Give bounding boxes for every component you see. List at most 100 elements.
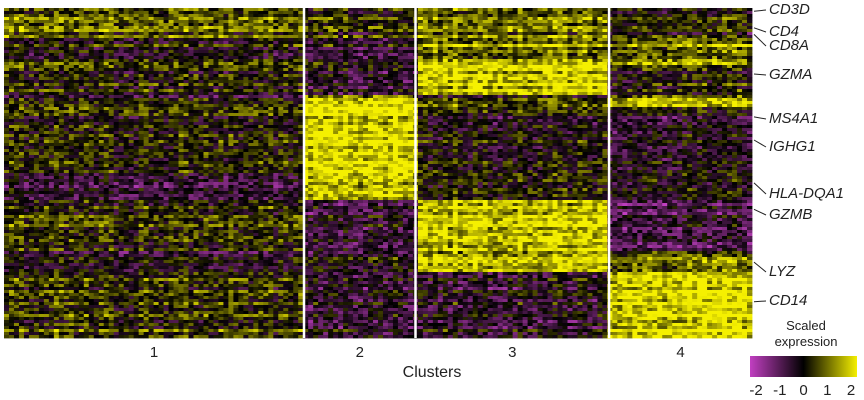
heatmap-cell [562,95,568,99]
heatmap-cell [447,41,454,45]
heatmap-cell [722,47,728,51]
heatmap-cell [687,23,693,27]
heatmap-cell [153,17,159,21]
heatmap-cell [328,68,334,72]
heatmap-cell [378,44,384,48]
heatmap-cell [697,65,703,69]
heatmap-cell [387,23,394,27]
heatmap-cell [657,38,663,42]
heatmap-cell [747,89,753,93]
heatmap-cell [712,8,718,12]
heatmap-cell [283,20,289,24]
heatmap-cell [432,104,439,108]
heatmap-cell [178,56,184,60]
heatmap-cell [642,29,648,33]
heatmap-cell [338,56,344,60]
heatmap-cell [273,59,279,63]
heatmap-cell [632,68,638,72]
heatmap-cell [73,29,80,33]
heatmap-cell [248,41,254,45]
heatmap-cell [657,47,663,51]
heatmap-cell [138,65,145,69]
heatmap-cell [612,80,618,84]
heatmap-cell [18,20,25,24]
heatmap-cell [13,62,20,66]
heatmap-cell [687,68,693,72]
heatmap-cell [198,41,204,45]
heatmap-cell [392,8,399,12]
heatmap-cell [612,17,618,21]
heatmap-cell [387,20,394,24]
heatmap-cell [258,8,264,12]
heatmap-cell [617,65,623,69]
heatmap-cell [542,26,548,30]
heatmap-cell [462,17,469,21]
heatmap-cell [233,59,239,63]
heatmap-cell [198,86,204,90]
heatmap-cell [363,11,369,15]
heatmap-cell [472,95,479,99]
heatmap-cell [93,71,100,75]
heatmap-cell [692,104,698,108]
heatmap-cell [323,98,329,102]
heatmap-cell [382,56,389,60]
heatmap-cell [422,56,429,60]
heatmap-cell [517,38,524,42]
heatmap-cell [442,32,449,36]
heatmap-cell [123,14,130,18]
heatmap-cell [348,104,354,108]
heatmap-cell [712,71,718,75]
heatmap-cell [397,59,404,63]
heatmap-cell [692,32,698,36]
heatmap-cell [323,35,329,39]
heatmap-cell [103,107,110,111]
heatmap-cell [308,89,314,93]
heatmap-cell [712,101,718,105]
heatmap-cell [552,89,558,93]
heatmap-cell [637,65,643,69]
heatmap-cell [652,14,658,18]
heatmap-cell [567,17,573,21]
heatmap-cell [562,65,568,69]
heatmap-cell [268,11,274,15]
heatmap-cell [547,62,553,66]
heatmap-cell [482,101,489,105]
heatmap-cell [542,8,548,12]
heatmap-cell [348,56,354,60]
heatmap-cell [457,20,464,24]
heatmap-cell [23,62,30,66]
heatmap-cell [143,59,150,63]
heatmap-cell [417,14,424,18]
heatmap-cell [223,83,229,87]
heatmap-cell [53,65,60,69]
heatmap-cell [382,74,389,78]
heatmap-cell [378,74,384,78]
heatmap-cell [662,104,668,108]
heatmap-cell [18,62,25,66]
heatmap-cell [358,23,364,27]
heatmap-cell [472,29,479,33]
heatmap-cell [457,17,464,21]
heatmap-cell [233,101,239,105]
heatmap-cell [397,65,404,69]
heatmap-cell [402,77,409,81]
heatmap-cell [313,71,319,75]
heatmap-cell [123,17,130,21]
heatmap-cell [108,11,115,15]
heatmap-cell [193,38,199,42]
heatmap-cell [657,41,663,45]
heatmap-cell [223,59,229,63]
heatmap-cell [572,20,578,24]
heatmap-cell [348,98,354,102]
heatmap-cell [243,53,249,57]
heatmap-cell [507,26,514,30]
heatmap-cell [677,44,683,48]
heatmap-cell [293,74,299,78]
heatmap-cell [662,53,668,57]
heatmap-cell [707,8,713,12]
heatmap-cell [193,11,199,15]
heatmap-cell [133,23,140,27]
heatmap-cell [148,89,154,93]
heatmap-cell [308,32,314,36]
heatmap-cell [627,68,633,72]
